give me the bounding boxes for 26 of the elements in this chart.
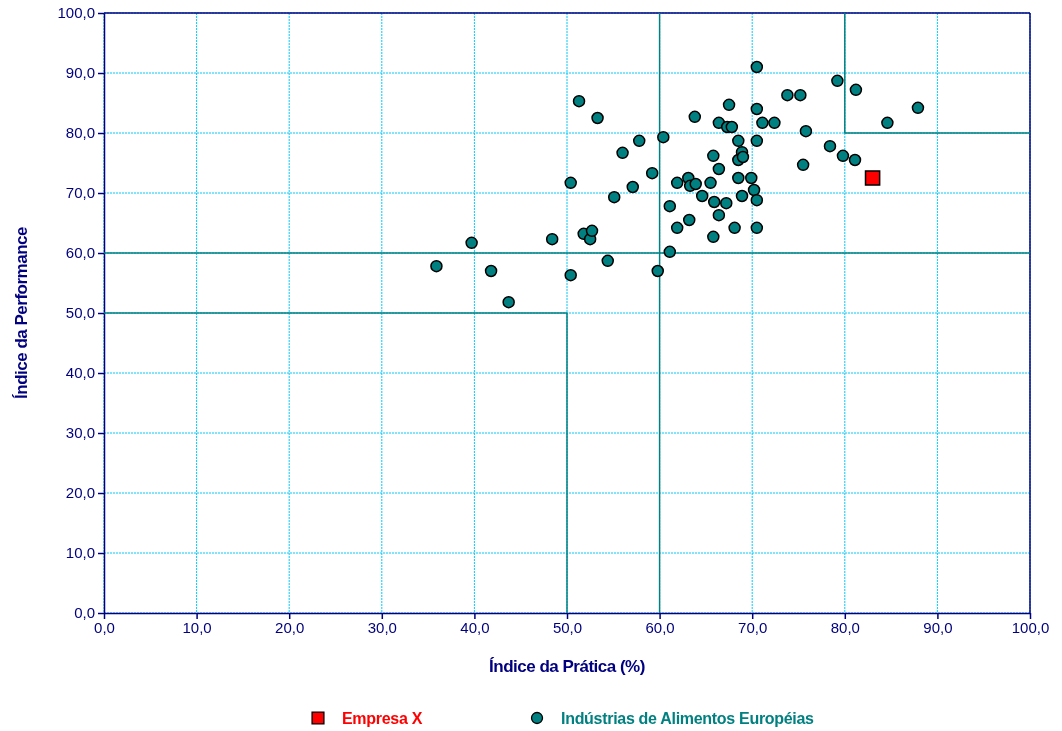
y-tick-label: 50,0	[65, 304, 95, 322]
legend-label: Empresa X	[342, 710, 423, 727]
x-tick-label: 30,0	[367, 618, 397, 636]
y-tick-label: 20,0	[65, 484, 95, 502]
y-axis-title: Índice da Performance	[12, 227, 31, 399]
legend-label: Indústrias de Alimentos Européias	[561, 710, 815, 727]
x-tick-label: 40,0	[460, 618, 490, 636]
x-tick-label: 10,0	[182, 618, 212, 636]
x-tick-label: 90,0	[923, 618, 953, 636]
x-tick-label: 80,0	[830, 618, 860, 636]
x-tick-label: 50,0	[552, 618, 583, 636]
x-tick-label: 20,0	[275, 618, 305, 636]
y-tick-label: 90,0	[65, 64, 95, 82]
y-tick-label: 40,0	[65, 364, 95, 382]
x-tick-label: 70,0	[738, 618, 768, 636]
x-tick-label: 0,0	[94, 618, 115, 636]
y-tick-label: 80,0	[65, 124, 95, 142]
y-tick-label: 10,0	[65, 544, 95, 562]
y-tick-label: 0,0	[74, 604, 95, 622]
y-tick-label: 70,0	[65, 184, 95, 202]
x-tick-label: 60,0	[645, 618, 675, 636]
y-tick-label: 100,0	[57, 4, 95, 22]
y-tick-label: 30,0	[65, 424, 95, 442]
y-tick-label: 60,0	[65, 244, 95, 262]
x-tick-label: 100,0	[1011, 618, 1050, 636]
x-axis-title: Índice da Prática (%)	[489, 657, 645, 676]
